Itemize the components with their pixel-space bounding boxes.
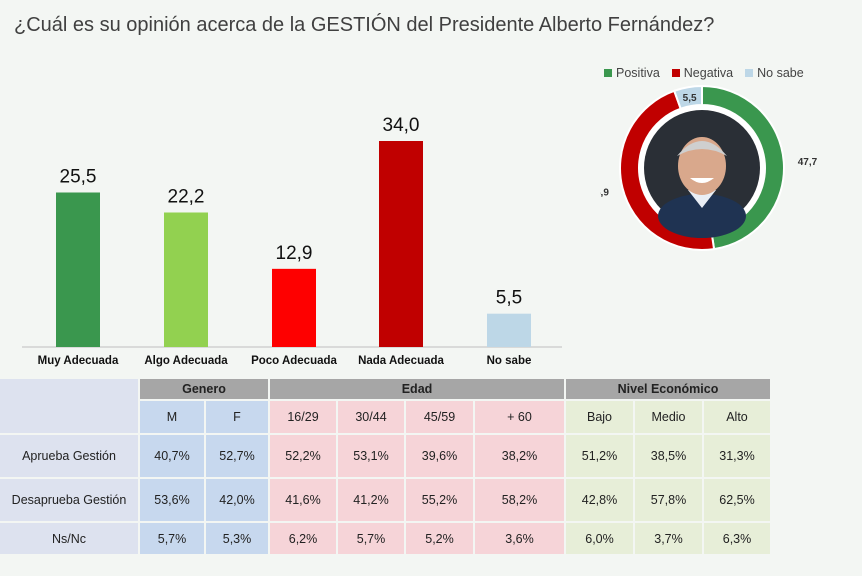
- column-header: F: [206, 401, 270, 435]
- column-header: 45/59: [406, 401, 475, 435]
- donut-value-label: 5,5: [683, 93, 697, 104]
- column-header: M: [140, 401, 206, 435]
- column-header: 16/29: [270, 401, 338, 435]
- table-cell: 38,2%: [475, 435, 566, 479]
- bar-nada-adecuada: [379, 141, 423, 347]
- table-cell: 55,2%: [406, 479, 475, 523]
- table-cell: 6,3%: [704, 523, 772, 556]
- legend-swatch: [745, 69, 754, 77]
- table-cell: 5,2%: [406, 523, 475, 556]
- table-cell: 52,7%: [206, 435, 270, 479]
- column-header: 30/44: [338, 401, 406, 435]
- bar-no-sabe: [487, 313, 531, 347]
- donut-chart: 47,7 46,9 5,5: [600, 84, 818, 251]
- chart-title: ¿Cuál es su opinión acerca de la GESTIÓN…: [14, 14, 715, 36]
- table-cell: 5,7%: [338, 523, 406, 556]
- table-cell: 38,5%: [635, 435, 704, 479]
- table-cell: 53,1%: [338, 435, 406, 479]
- table-cell: 42,8%: [566, 479, 635, 523]
- group-header: Genero: [140, 379, 270, 401]
- legend-label: Negativa: [683, 66, 734, 80]
- legend-swatch: [671, 69, 680, 77]
- category-label: No sabe: [487, 355, 532, 367]
- bar-poco-adecuada: [272, 268, 316, 347]
- donut-legend: Positiva Negativa No sabe: [604, 66, 816, 80]
- table-cell: 62,5%: [704, 479, 772, 523]
- table-cell: 39,6%: [406, 435, 475, 479]
- category-label: Algo Adecuada: [144, 355, 228, 367]
- table-corner: [0, 379, 140, 435]
- president-photo: [644, 110, 760, 238]
- legend-item: No sabe: [745, 66, 804, 80]
- group-header: Edad: [270, 379, 566, 401]
- category-label: Nada Adecuada: [358, 355, 444, 367]
- bar-value-label: 12,9: [276, 243, 313, 264]
- table-cell: 53,6%: [140, 479, 206, 523]
- row-label: Ns/Nc: [0, 523, 140, 556]
- group-header: Nivel Económico: [566, 379, 772, 401]
- row-label: Desaprueba Gestión: [0, 479, 140, 523]
- table-cell: 6,2%: [270, 523, 338, 556]
- table-cell: 40,7%: [140, 435, 206, 479]
- category-label: Muy Adecuada: [38, 355, 119, 367]
- bar-muy-adecuada: [56, 192, 100, 347]
- table-cell: 58,2%: [475, 479, 566, 523]
- table-cell: 41,6%: [270, 479, 338, 523]
- donut-value-label: 46,9: [600, 187, 609, 198]
- bar-value-label: 34,0: [383, 115, 420, 136]
- table-cell: 41,2%: [338, 479, 406, 523]
- legend-item: Positiva: [604, 66, 660, 80]
- legend-label: No sabe: [757, 66, 804, 80]
- bar-value-label: 5,5: [496, 288, 522, 309]
- legend-swatch: [604, 69, 612, 77]
- table-cell: 6,0%: [566, 523, 635, 556]
- bar-value-label: 25,5: [60, 167, 97, 188]
- bar-value-label: 22,2: [168, 186, 205, 207]
- crosstab-table: Genero Edad Nivel Económico M F 16/29 30/44 45/…: [0, 379, 772, 556]
- category-label: Poco Adecuada: [251, 355, 337, 367]
- table-cell: 5,7%: [140, 523, 206, 556]
- table-cell: 57,8%: [635, 479, 704, 523]
- table-cell: 3,6%: [475, 523, 566, 556]
- column-header: + 60: [475, 401, 566, 435]
- row-label: Aprueba Gestión: [0, 435, 140, 479]
- bar-chart: 25,5 Muy Adecuada 22,2 Algo Adecuada 12,9 Poc…: [22, 115, 562, 367]
- bar-algo-adecuada: [164, 212, 208, 347]
- donut-value-label: 47,7: [798, 157, 818, 168]
- table-cell: 51,2%: [566, 435, 635, 479]
- column-header: Medio: [635, 401, 704, 435]
- column-header: Alto: [704, 401, 772, 435]
- legend-label: Positiva: [616, 66, 660, 80]
- table-cell: 5,3%: [206, 523, 270, 556]
- table-cell: 42,0%: [206, 479, 270, 523]
- table-cell: 3,7%: [635, 523, 704, 556]
- column-header: Bajo: [566, 401, 635, 435]
- table-cell: 52,2%: [270, 435, 338, 479]
- legend-item: Negativa: [671, 66, 734, 80]
- table-cell: 31,3%: [704, 435, 772, 479]
